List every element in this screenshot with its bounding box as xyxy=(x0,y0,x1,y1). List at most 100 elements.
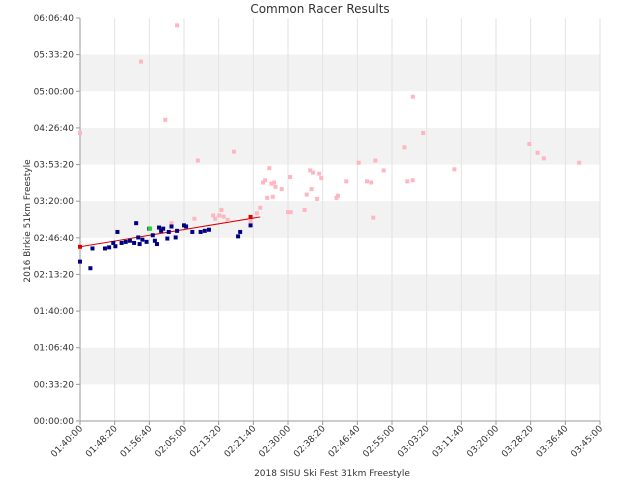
pink-point xyxy=(265,195,270,200)
pink-point xyxy=(169,221,174,226)
pink-point xyxy=(410,94,415,99)
x-tick-label: 02:13:20 xyxy=(188,424,224,460)
navy-point xyxy=(165,236,170,241)
pink-point xyxy=(304,192,309,197)
pink-point xyxy=(527,142,532,147)
pink-point xyxy=(309,187,314,192)
navy-point xyxy=(157,225,162,230)
grid-band xyxy=(80,201,600,238)
pink-point xyxy=(344,179,349,184)
pink-point xyxy=(288,175,293,180)
chart-title: Common Racer Results xyxy=(250,2,389,16)
navy-point xyxy=(154,242,159,247)
navy-point xyxy=(88,266,93,271)
pink-point xyxy=(535,150,540,155)
pink-point xyxy=(541,156,546,161)
navy-point xyxy=(238,229,243,234)
y-tick-label: 02:13:20 xyxy=(34,270,75,280)
pink-point xyxy=(369,180,374,185)
navy-point xyxy=(150,233,155,238)
pink-point xyxy=(356,160,361,165)
endpoint-point xyxy=(78,244,82,249)
pink-point xyxy=(310,170,315,175)
pink-point xyxy=(315,196,320,201)
y-tick-labels: 00:00:00 00:33:20 01:06:40 01:40:00 02:13:20… xyxy=(34,14,80,427)
x-tick-label: 02:46:40 xyxy=(327,424,363,460)
pink-point xyxy=(402,145,407,150)
navy-point xyxy=(127,238,132,243)
pink-point xyxy=(308,168,313,173)
navy-point xyxy=(136,235,141,240)
y-axis-label: 2016 Birkie 51km Freestyle xyxy=(23,159,33,283)
navy-point xyxy=(169,224,174,229)
navy-point xyxy=(236,234,241,239)
pink-point xyxy=(317,171,322,176)
pink-point xyxy=(302,207,307,212)
navy-point xyxy=(137,242,142,247)
pink-point xyxy=(211,213,216,218)
x-tick-label: 01:48:20 xyxy=(84,424,120,460)
navy-point xyxy=(111,240,116,245)
navy-point xyxy=(119,240,124,245)
pink-point xyxy=(319,176,324,181)
navy-point xyxy=(113,244,118,249)
pink-point xyxy=(261,180,266,185)
x-tick-label: 02:21:40 xyxy=(223,424,259,460)
data-points xyxy=(78,23,582,271)
navy-point xyxy=(115,229,120,234)
navy-point xyxy=(190,229,195,234)
pink-point xyxy=(195,158,200,163)
pink-point xyxy=(78,131,82,136)
pink-point xyxy=(452,167,457,172)
navy-point xyxy=(202,228,207,233)
pink-point xyxy=(279,187,284,192)
x-tick-label: 03:36:40 xyxy=(535,424,571,460)
y-tick-label: 03:20:00 xyxy=(34,197,75,207)
navy-point xyxy=(173,235,178,240)
navy-point xyxy=(107,245,112,250)
x-tick-label: 03:45:00 xyxy=(569,424,605,460)
pink-point xyxy=(263,178,268,183)
x-tick-label: 03:20:00 xyxy=(465,424,501,460)
pink-point xyxy=(231,149,236,154)
navy-point xyxy=(198,229,203,234)
pink-point xyxy=(163,117,168,122)
pink-point xyxy=(258,205,263,210)
vertical-gridlines xyxy=(79,18,601,421)
pink-point xyxy=(270,194,275,199)
pink-point xyxy=(221,214,226,219)
y-tick-label: 01:40:00 xyxy=(34,307,75,317)
pink-point xyxy=(219,207,224,212)
y-tick-label: 00:00:00 xyxy=(34,417,75,427)
navy-point xyxy=(175,228,180,233)
navy-point xyxy=(132,240,137,245)
navy-point xyxy=(102,246,107,251)
x-tick-label: 02:30:00 xyxy=(257,424,293,460)
grid-bands xyxy=(80,54,600,385)
grid-band xyxy=(80,347,600,385)
y-tick-label: 06:06:40 xyxy=(34,14,75,24)
pink-point xyxy=(405,179,410,184)
pink-point xyxy=(139,59,144,64)
navy-point xyxy=(152,238,157,243)
navy-point xyxy=(144,239,149,244)
pink-point xyxy=(373,158,378,163)
navy-point xyxy=(184,224,189,229)
navy-point xyxy=(161,226,166,231)
x-tick-label: 01:40:00 xyxy=(49,424,85,460)
pink-point xyxy=(410,178,415,183)
y-tick-label: 02:46:40 xyxy=(34,234,75,244)
navy-point xyxy=(140,237,145,242)
y-tick-label: 05:33:20 xyxy=(34,51,75,61)
pink-point xyxy=(365,179,370,184)
navy-point xyxy=(159,228,164,233)
pink-point xyxy=(217,213,222,218)
navy-point xyxy=(134,221,139,226)
grid-band xyxy=(80,274,600,312)
pink-point xyxy=(267,166,272,171)
pink-point xyxy=(577,160,582,165)
pink-point xyxy=(225,217,230,222)
x-tick-label: 02:38:20 xyxy=(292,424,328,460)
x-axis-label: 2018 SISU Ski Fest 31km Freestyle xyxy=(254,469,410,479)
